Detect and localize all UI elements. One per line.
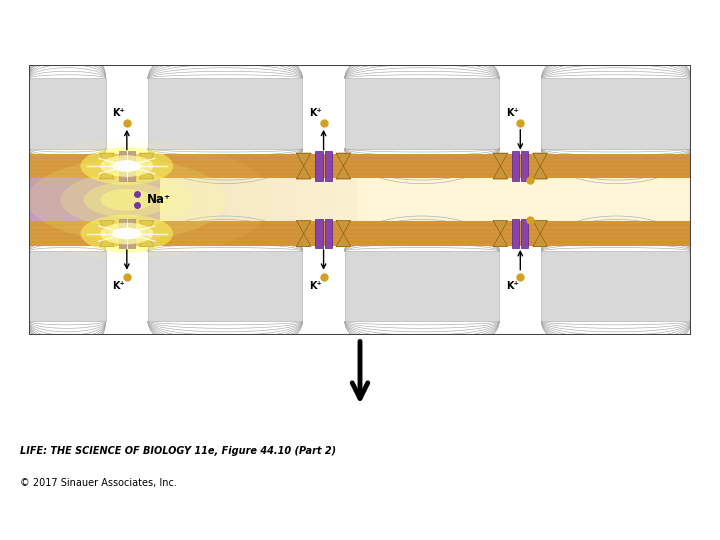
Polygon shape <box>297 166 311 179</box>
Bar <box>289 178 297 221</box>
Polygon shape <box>493 221 508 233</box>
Bar <box>140 178 148 221</box>
Polygon shape <box>100 221 114 233</box>
Polygon shape <box>533 166 547 179</box>
Polygon shape <box>140 233 154 246</box>
Bar <box>215 178 222 221</box>
Text: K⁺: K⁺ <box>505 108 518 118</box>
Polygon shape <box>297 233 311 246</box>
Bar <box>345 251 499 321</box>
Bar <box>311 178 319 221</box>
Circle shape <box>100 189 153 211</box>
Bar <box>297 178 304 221</box>
Bar <box>160 178 691 221</box>
Bar <box>541 78 691 148</box>
Bar <box>252 178 259 221</box>
Circle shape <box>81 147 174 185</box>
Bar <box>163 178 170 221</box>
Circle shape <box>100 222 153 244</box>
Bar <box>29 178 356 221</box>
Bar <box>345 78 499 148</box>
Bar <box>207 178 215 221</box>
Bar <box>148 251 302 321</box>
Polygon shape <box>100 153 114 166</box>
Bar <box>199 178 207 221</box>
Polygon shape <box>493 153 508 166</box>
Bar <box>259 178 266 221</box>
Bar <box>274 178 282 221</box>
Bar <box>521 151 528 181</box>
Text: © 2017 Sinauer Associates, Inc.: © 2017 Sinauer Associates, Inc. <box>20 478 176 488</box>
Bar <box>348 178 356 221</box>
Bar <box>29 251 106 321</box>
Text: Figure 44.10  Saltatory Action Potentials (Part 2): Figure 44.10 Saltatory Action Potentials… <box>9 13 408 31</box>
Bar <box>148 78 302 148</box>
Bar <box>177 178 185 221</box>
Circle shape <box>84 183 170 217</box>
Bar <box>244 178 252 221</box>
Bar <box>541 251 691 321</box>
Bar <box>341 178 348 221</box>
Circle shape <box>112 228 141 240</box>
Text: K⁺: K⁺ <box>309 108 322 118</box>
Bar <box>185 178 192 221</box>
Bar <box>266 178 274 221</box>
Polygon shape <box>140 221 154 233</box>
Polygon shape <box>100 166 114 179</box>
Bar <box>230 178 237 221</box>
Circle shape <box>60 173 193 227</box>
Polygon shape <box>493 166 508 179</box>
Text: K⁺: K⁺ <box>112 281 125 291</box>
Bar <box>315 219 323 248</box>
Bar <box>325 151 332 181</box>
Text: K⁺: K⁺ <box>309 281 322 291</box>
Polygon shape <box>297 153 311 166</box>
Polygon shape <box>533 233 547 246</box>
Polygon shape <box>533 153 547 166</box>
Circle shape <box>112 160 141 172</box>
Bar <box>319 178 326 221</box>
Bar <box>326 178 333 221</box>
Polygon shape <box>336 153 351 166</box>
Polygon shape <box>100 233 114 246</box>
Polygon shape <box>336 166 351 179</box>
Polygon shape <box>493 233 508 246</box>
Polygon shape <box>140 166 154 179</box>
Text: K⁺: K⁺ <box>505 281 518 291</box>
Bar <box>192 178 199 221</box>
Polygon shape <box>533 221 547 233</box>
Circle shape <box>0 140 273 259</box>
Circle shape <box>81 215 174 252</box>
Circle shape <box>100 156 153 177</box>
Bar <box>148 178 155 221</box>
Bar <box>237 178 244 221</box>
Polygon shape <box>336 233 351 246</box>
Bar <box>155 178 163 221</box>
Bar <box>170 178 177 221</box>
Bar <box>304 178 311 221</box>
Bar <box>315 151 323 181</box>
Text: Na⁺: Na⁺ <box>147 193 171 206</box>
Bar <box>521 219 528 248</box>
Bar <box>29 78 106 148</box>
Polygon shape <box>336 221 351 233</box>
Bar <box>512 219 519 248</box>
Bar <box>333 178 341 221</box>
Bar <box>128 219 135 248</box>
Text: K⁺: K⁺ <box>112 108 125 118</box>
Polygon shape <box>297 221 311 233</box>
Bar <box>29 221 691 246</box>
Bar <box>119 151 126 181</box>
Circle shape <box>27 159 226 240</box>
Bar <box>128 151 135 181</box>
Bar <box>356 178 364 221</box>
Bar <box>119 219 126 248</box>
Bar <box>512 151 519 181</box>
Bar <box>29 154 691 178</box>
Bar <box>325 219 332 248</box>
Bar <box>222 178 230 221</box>
Text: LIFE: THE SCIENCE OF BIOLOGY 11e, Figure 44.10 (Part 2): LIFE: THE SCIENCE OF BIOLOGY 11e, Figure… <box>20 446 336 456</box>
Bar <box>282 178 289 221</box>
Polygon shape <box>140 153 154 166</box>
